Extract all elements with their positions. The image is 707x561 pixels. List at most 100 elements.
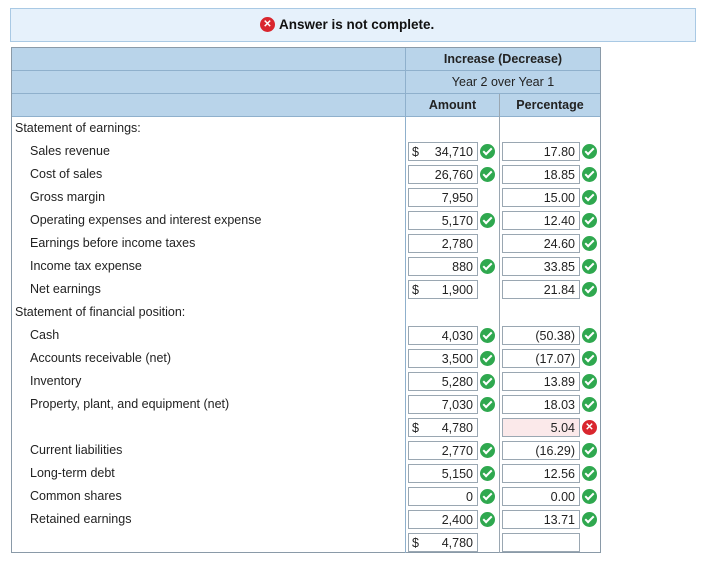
- percentage-value: (50.38): [535, 329, 575, 343]
- percentage-value: 12.40: [543, 214, 575, 228]
- table-row: Income tax expense 880 33.85: [12, 255, 600, 278]
- percentage-value: 21.84: [543, 283, 575, 297]
- table-row: Property, plant, and equipment (net) 7,03…: [12, 393, 600, 416]
- percentage-input[interactable]: (17.07): [502, 349, 580, 368]
- row-label: Inventory: [30, 374, 82, 388]
- section-heading-row: Statement of earnings:: [12, 117, 600, 140]
- row-label: Cash: [30, 328, 60, 342]
- row-label: Retained earnings: [30, 512, 132, 526]
- percentage-value: (17.07): [535, 352, 575, 366]
- percentage-input[interactable]: 13.89: [502, 372, 580, 391]
- header-columns-row: Amount Percentage: [12, 94, 600, 117]
- amount-value: 7,030: [441, 398, 473, 412]
- section-heading: Statement of financial position:: [15, 305, 186, 319]
- amount-input[interactable]: 2,780: [408, 234, 478, 253]
- currency-symbol: $: [412, 283, 419, 297]
- table-row: Long-term debt 5,150 12.56: [12, 462, 600, 485]
- amount-input[interactable]: 4,030: [408, 326, 478, 345]
- correct-check-icon: [480, 397, 495, 412]
- row-label: Operating expenses and interest expense: [30, 213, 262, 227]
- amount-input[interactable]: 5,170: [408, 211, 478, 230]
- amount-input[interactable]: 7,950: [408, 188, 478, 207]
- correct-check-icon: [582, 397, 597, 412]
- currency-symbol: $: [412, 145, 419, 159]
- percentage-input[interactable]: 18.85: [502, 165, 580, 184]
- amount-input[interactable]: 7,030: [408, 395, 478, 414]
- percentage-input[interactable]: 13.71: [502, 510, 580, 529]
- percentage-input[interactable]: 15.00: [502, 188, 580, 207]
- percentage-input[interactable]: 18.03: [502, 395, 580, 414]
- percentage-input[interactable]: [502, 533, 580, 552]
- percentage-input[interactable]: 33.85: [502, 257, 580, 276]
- amount-input[interactable]: 0: [408, 487, 478, 506]
- amount-value: 5,170: [441, 214, 473, 228]
- header-group-row: Increase (Decrease): [12, 48, 600, 71]
- amount-input[interactable]: 26,760: [408, 165, 478, 184]
- amount-input[interactable]: 880: [408, 257, 478, 276]
- row-label: Property, plant, and equipment (net): [30, 397, 230, 411]
- correct-check-icon: [480, 328, 495, 343]
- percentage-input[interactable]: (16.29): [502, 441, 580, 460]
- table-row: Net earnings $1,900 21.84: [12, 278, 600, 301]
- currency-symbol: $: [412, 536, 419, 550]
- section-heading: Statement of earnings:: [15, 121, 141, 135]
- percentage-input[interactable]: 17.80: [502, 142, 580, 161]
- percentage-input[interactable]: 0.00: [502, 487, 580, 506]
- amount-input[interactable]: $1,900: [408, 280, 478, 299]
- percentage-value: 18.03: [543, 398, 575, 412]
- amount-input[interactable]: 5,280: [408, 372, 478, 391]
- percentage-input[interactable]: 12.56: [502, 464, 580, 483]
- correct-check-icon: [480, 167, 495, 182]
- amount-input[interactable]: 3,500: [408, 349, 478, 368]
- correct-check-icon: [582, 512, 597, 527]
- answer-status-text: Answer is not complete.: [279, 17, 435, 32]
- correct-check-icon: [582, 213, 597, 228]
- amount-input[interactable]: $34,710: [408, 142, 478, 161]
- correct-check-icon: [582, 489, 597, 504]
- row-label: Income tax expense: [30, 259, 142, 273]
- amount-input[interactable]: $4,780: [408, 533, 478, 552]
- amount-value: 4,030: [441, 329, 473, 343]
- percentage-value: 17.80: [543, 145, 575, 159]
- correct-check-icon: [582, 351, 597, 366]
- amount-input[interactable]: 2,400: [408, 510, 478, 529]
- percentage-input[interactable]: 24.60: [502, 234, 580, 253]
- amount-input[interactable]: 5,150: [408, 464, 478, 483]
- amount-input[interactable]: $4,780: [408, 418, 478, 437]
- percentage-input[interactable]: 21.84: [502, 280, 580, 299]
- correct-check-icon: [480, 443, 495, 458]
- correct-check-icon: [582, 144, 597, 159]
- percentage-value: 5.04: [550, 421, 575, 435]
- table-row: Gross margin 7,950 15.00: [12, 186, 600, 209]
- correct-check-icon: [582, 167, 597, 182]
- incorrect-icon: ✕: [260, 17, 275, 32]
- percentage-value: 33.85: [543, 260, 575, 274]
- percentage-input[interactable]: 12.40: [502, 211, 580, 230]
- amount-value: 2,770: [441, 444, 473, 458]
- header-period: Year 2 over Year 1: [451, 75, 555, 89]
- percentage-input[interactable]: (50.38): [502, 326, 580, 345]
- correct-check-icon: [480, 466, 495, 481]
- correct-check-icon: [582, 443, 597, 458]
- percentage-value: 24.60: [543, 237, 575, 251]
- row-label: Current liabilities: [30, 443, 123, 457]
- column-divider-amount: [499, 94, 500, 553]
- table-row: Cash 4,030 (50.38): [12, 324, 600, 347]
- amount-value: 7,950: [441, 191, 473, 205]
- amount-value: 2,400: [441, 513, 473, 527]
- answer-status-banner: ✕ Answer is not complete.: [10, 8, 696, 42]
- correct-check-icon: [582, 328, 597, 343]
- percentage-input[interactable]: 5.04: [502, 418, 580, 437]
- incorrect-icon: ✕: [582, 420, 597, 435]
- correct-check-icon: [480, 489, 495, 504]
- row-label: Gross margin: [30, 190, 106, 204]
- correct-check-icon: [480, 512, 495, 527]
- amount-input[interactable]: 2,770: [408, 441, 478, 460]
- row-label: Common shares: [30, 489, 122, 503]
- table-row: Current liabilities 2,770 (16.29): [12, 439, 600, 462]
- amount-value: 26,760: [434, 168, 473, 182]
- correct-check-icon: [480, 351, 495, 366]
- header-group-title: Increase (Decrease): [443, 52, 563, 66]
- comparative-analysis-table: Increase (Decrease) Year 2 over Year 1 A…: [11, 47, 601, 553]
- amount-value: 3,500: [441, 352, 473, 366]
